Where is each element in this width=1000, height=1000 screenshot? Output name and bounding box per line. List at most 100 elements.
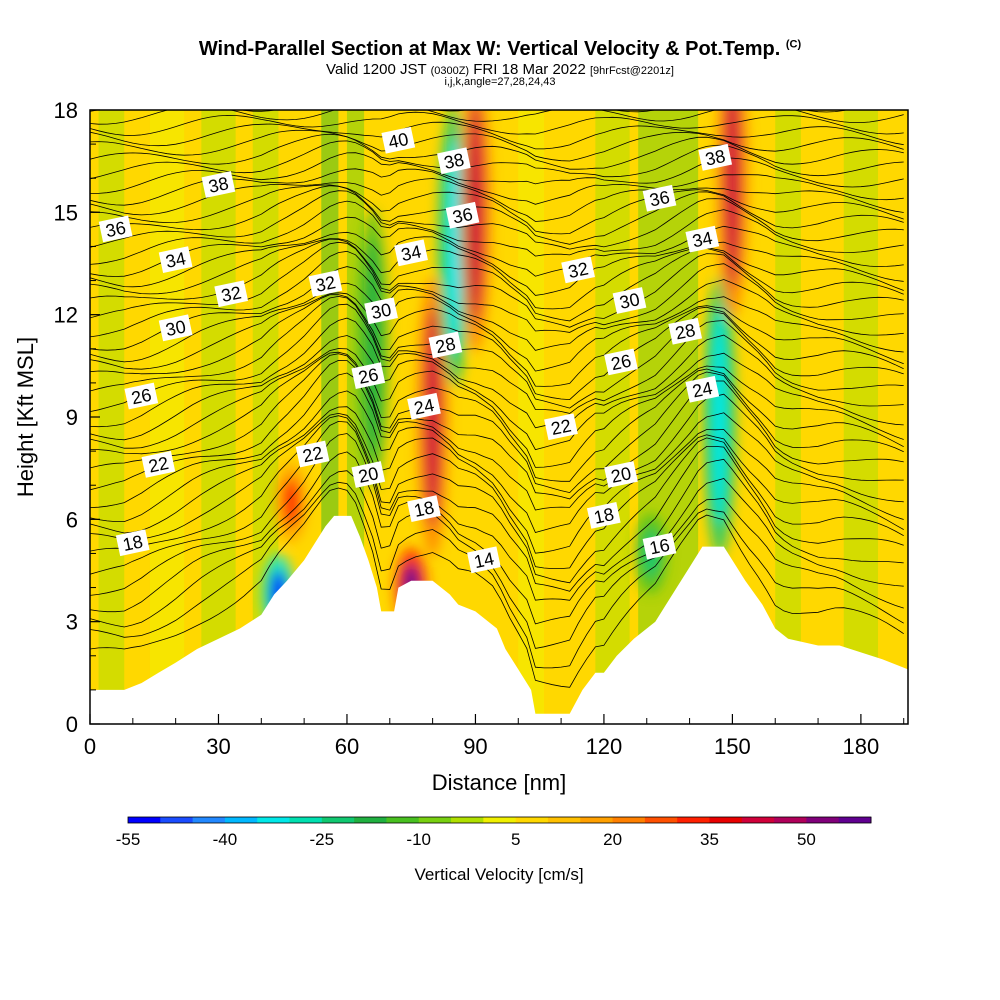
x-tick-label: 0 [84, 734, 96, 759]
theta-label: 22 [295, 440, 330, 468]
w-cell-core [711, 307, 728, 527]
x-axis-label: Distance [nm] [432, 770, 567, 795]
theta-label: 26 [124, 382, 159, 410]
theta-label-text: 30 [618, 289, 642, 313]
colorbar-swatch [289, 817, 323, 823]
theta-line [90, 481, 904, 669]
theta-line [90, 129, 904, 162]
theta-label-text: 36 [451, 204, 475, 228]
theta-line [90, 216, 904, 277]
subtitle-valid: Valid 1200 JST [326, 61, 427, 78]
y-axis: 0 3 6 9 12 15 18 [54, 98, 100, 737]
theta-label: 14 [467, 546, 501, 574]
title-mark: (C) [785, 38, 802, 51]
theta-line [90, 415, 904, 584]
theta-line [90, 317, 904, 429]
theta-label-box [698, 143, 733, 171]
theta-line [90, 85, 904, 102]
y-axis-label: Height [Kft MSL] [13, 337, 38, 497]
theta-line [90, 140, 904, 180]
colorbar-swatch [741, 817, 775, 823]
theta-label: 18 [407, 495, 441, 523]
theta-label: 26 [604, 348, 638, 376]
theta-line [90, 121, 904, 150]
theta-label: 38 [201, 171, 236, 198]
y-tick-label: 0 [66, 712, 78, 737]
theta-label: 32 [308, 270, 343, 297]
theta-label-text: 24 [691, 378, 715, 402]
colorbar-tick-label: 5 [511, 830, 520, 849]
theta-label-box [351, 461, 386, 488]
vertical-velocity-field [90, 85, 908, 724]
theta-label-text: 24 [412, 395, 436, 419]
theta-line [90, 238, 904, 310]
theta-label-text: 20 [609, 463, 633, 487]
theta-label: 38 [437, 147, 471, 175]
theta-label: 28 [668, 317, 703, 345]
colorbar-tick-label: -55 [116, 830, 141, 849]
theta-line [90, 470, 904, 649]
colorbar-swatch [483, 817, 517, 823]
y-tick-label: 9 [66, 405, 78, 430]
theta-label-text: 28 [434, 334, 458, 358]
theta-line [90, 185, 904, 245]
theta-label-box [642, 532, 677, 560]
colorbar-swatch [386, 817, 420, 823]
colorbar-swatch [321, 817, 355, 823]
theta-label: 36 [98, 215, 133, 243]
colorbar-swatch [192, 817, 226, 823]
theta-line [90, 372, 904, 511]
theta-label-box [407, 392, 441, 420]
theta-label-text: 20 [357, 463, 381, 487]
colorbar-swatch [451, 817, 484, 823]
colorbar-swatch [709, 817, 743, 823]
theta-label: 32 [561, 256, 595, 284]
theta-label-box [437, 147, 471, 175]
theta-line [90, 295, 904, 409]
theta-label-text: 34 [399, 241, 423, 265]
theta-label: 30 [612, 287, 647, 314]
theta-label-box [214, 280, 249, 308]
theta-label-text: 30 [369, 299, 393, 323]
subtitle-date: FRI 18 Mar 2022 [473, 61, 586, 78]
colorbar-tick-label: 20 [603, 830, 622, 849]
theta-label-text: 18 [121, 531, 145, 555]
theta-label: 36 [642, 184, 677, 212]
theta-label-box [308, 270, 343, 297]
theta-label-text: 22 [147, 453, 171, 477]
theta-line [90, 110, 904, 125]
theta-label-box [467, 546, 501, 574]
colorbar-label: Vertical Velocity [cm/s] [414, 865, 583, 884]
x-tick-label: 150 [714, 734, 751, 759]
theta-line [90, 250, 904, 338]
colorbar-frame [127, 816, 872, 824]
theta-line [90, 200, 904, 265]
theta-label-text: 36 [104, 218, 128, 242]
theta-label: 34 [685, 225, 720, 253]
colorbar-swatch [677, 817, 710, 823]
theta-label-box [381, 126, 416, 154]
theta-label-box [586, 502, 621, 529]
theta-label-text: 22 [549, 415, 573, 439]
chart-subtitle: Valid 1200 JST (0300Z) FRI 18 Mar 2022 [… [0, 61, 1000, 78]
y-tick-label: 15 [54, 200, 78, 225]
theta-label: 26 [351, 362, 386, 390]
x-tick-label: 30 [206, 734, 230, 759]
colorbar-swatch [160, 817, 194, 823]
theta-line [90, 390, 904, 533]
theta-label: 20 [351, 461, 386, 488]
x-axis: 0 30 60 90 120 150 180 [84, 714, 905, 759]
theta-label: 18 [586, 502, 621, 529]
theta-label-box [351, 362, 386, 390]
colorbar-swatch [418, 817, 452, 823]
theta-label-text: 34 [164, 248, 188, 272]
theta-label: 40 [381, 126, 416, 154]
theta-line [90, 266, 904, 351]
theta-label-box [124, 382, 159, 410]
theta-labels: 18 22 26 30 32 34 36 38 22 32 26 30 20 34 40 24 18 28 38 36… [98, 126, 733, 574]
theta-label-text: 30 [164, 316, 188, 340]
theta-label-text: 26 [609, 351, 633, 375]
theta-label: 22 [141, 450, 176, 478]
theta-label-box [561, 256, 595, 284]
